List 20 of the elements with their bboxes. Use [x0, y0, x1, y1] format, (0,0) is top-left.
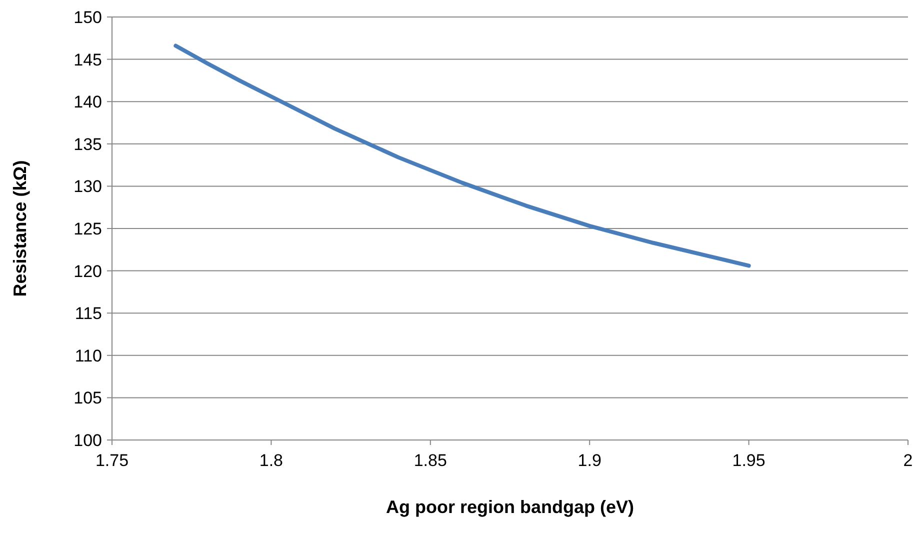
x-axis-title: Ag poor region bandgap (eV): [386, 497, 634, 517]
y-tick-label: 100: [74, 430, 102, 450]
y-tick-label: 135: [74, 134, 102, 154]
x-tick-label: 1.9: [578, 451, 602, 470]
y-tick-label: 125: [74, 219, 102, 238]
x-tick-label: 2: [903, 451, 913, 470]
x-tick-label: 1.85: [414, 451, 447, 470]
y-tick-label: 145: [74, 50, 102, 70]
y-tick-label: 115: [74, 304, 102, 324]
y-tick-label: 105: [74, 388, 102, 408]
y-tick-label: 140: [74, 92, 102, 112]
x-tick-label: 1.95: [732, 451, 766, 470]
y-tick-label: 120: [74, 262, 102, 281]
y-tick-label: 110: [74, 346, 102, 366]
y-axis-title: Resistance (kΩ): [10, 160, 30, 297]
y-tick-label: 150: [74, 8, 102, 27]
y-tick-label: 130: [74, 177, 102, 196]
x-tick-label: 1.8: [259, 451, 284, 470]
x-tick-label: 1.75: [95, 451, 129, 470]
line-series: [174, 44, 751, 268]
